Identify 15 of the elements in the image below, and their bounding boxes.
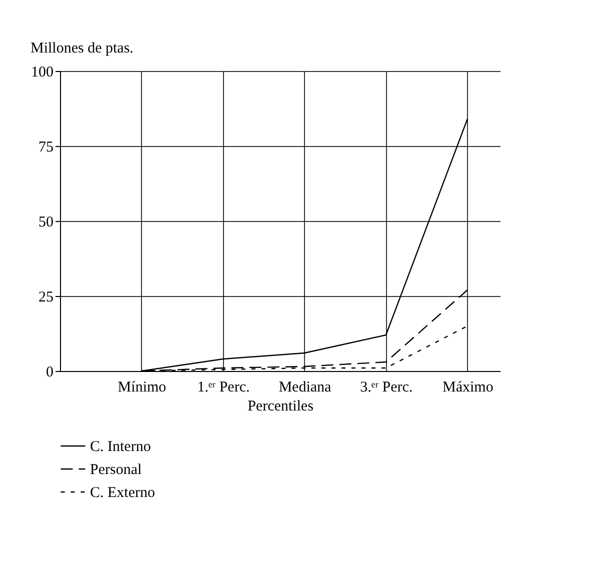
y-tick-label: 50 [38,214,54,230]
x-tick-label: Máximo [442,380,494,396]
legend-label: Personal [90,462,142,478]
legend-label: C. Externo [90,485,155,501]
x-tick-label: Mínimo [118,380,166,396]
y-tick-label: 100 [31,64,54,80]
legend-label: C. Interno [90,439,151,455]
y-tick-label: 25 [38,290,54,306]
y-axis-title: Millones de ptas. [30,40,134,56]
x-tick-label: 1.ᵉʳ Perc. [197,380,250,396]
x-axis-title: Percentiles [248,398,314,414]
y-tick-label: 75 [38,140,54,156]
x-tick-label: Mediana [278,380,332,396]
y-tick-label: 0 [46,364,54,380]
x-tick-label: 3.ᵉʳ Perc. [360,380,413,396]
